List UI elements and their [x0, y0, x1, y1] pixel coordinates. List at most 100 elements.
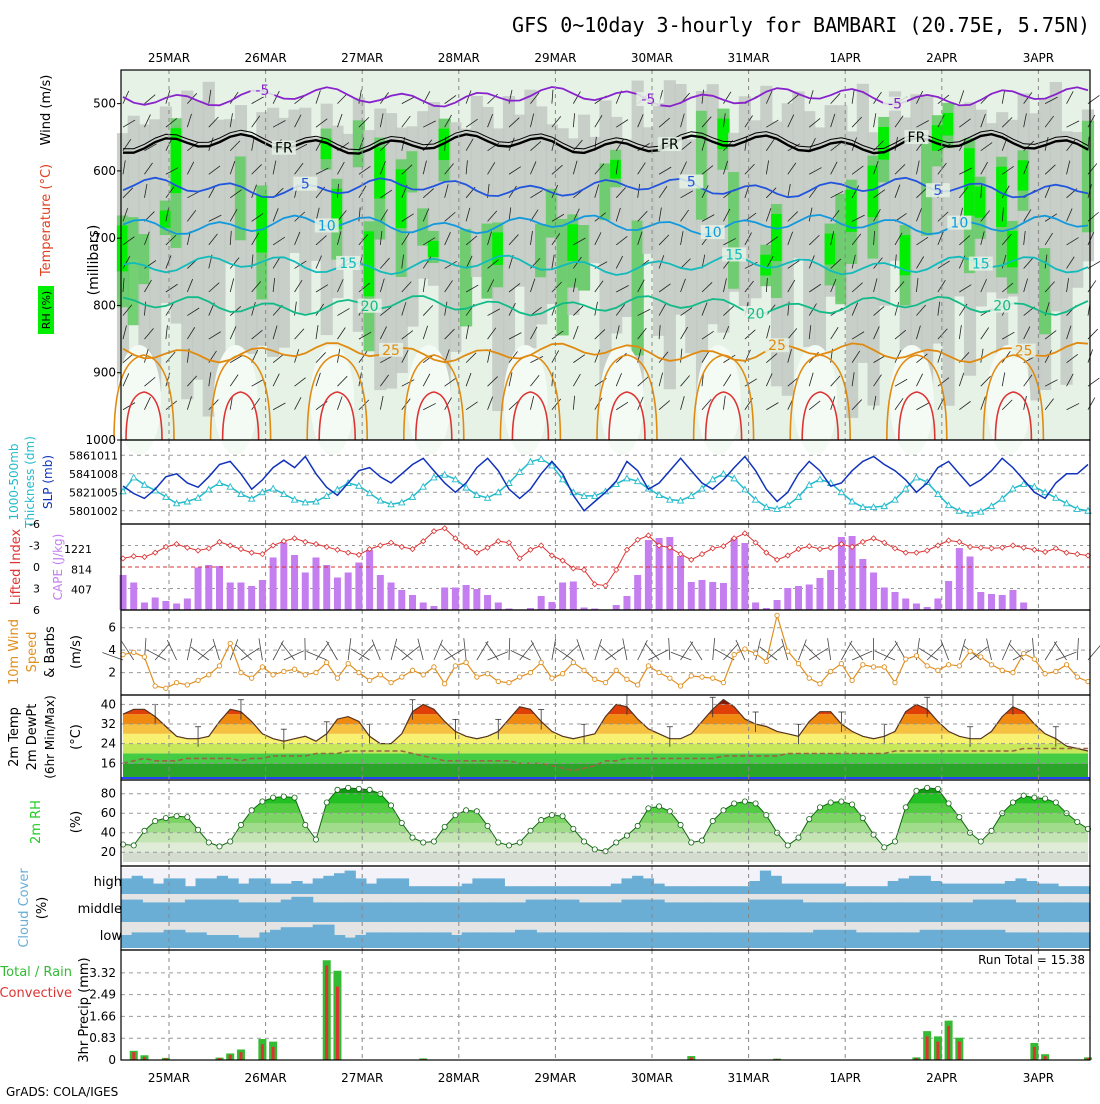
wind10-marker — [357, 670, 361, 674]
wind10-marker — [796, 661, 800, 665]
rh-gray-column — [857, 84, 869, 363]
cloud-bar — [409, 886, 420, 894]
cloud-bar — [366, 884, 377, 894]
cloud-bar — [547, 886, 558, 894]
wind-tick-label: 6 — [108, 621, 116, 635]
cloud-bar — [973, 884, 984, 894]
rh-high-column — [1018, 160, 1030, 190]
rh-tick-label: 20 — [101, 845, 116, 859]
temperature-legend-label: Temperature (°C) — [39, 164, 54, 277]
pressure-tick-label: 800 — [93, 298, 116, 312]
precip-convective-bar — [336, 987, 339, 1061]
cloud-bar — [866, 886, 877, 894]
cape-tick-label: 1221 — [64, 543, 92, 556]
cape-bar — [656, 538, 663, 610]
rh2m-marker — [807, 816, 812, 821]
cloud-bar — [760, 932, 771, 948]
date-label-bottom: 26MAR — [245, 1071, 287, 1085]
cloud-bar — [515, 886, 526, 894]
cape-bar — [870, 573, 877, 611]
rh2m-marker — [431, 839, 436, 844]
cloud-bar — [781, 884, 792, 894]
cloud-bar — [291, 897, 302, 922]
lifted-index-label: Lifted Index — [9, 528, 24, 605]
cloud-bar — [813, 884, 824, 894]
cloud-bar — [281, 927, 292, 948]
wind10-marker — [164, 686, 168, 690]
cloud-bar — [409, 902, 420, 922]
cloud-bar — [558, 900, 569, 922]
date-label-top: 31MAR — [728, 51, 770, 65]
cloud-bar — [334, 935, 345, 948]
cloud-bar — [866, 902, 877, 922]
cloud-bar — [249, 938, 260, 948]
cloud-bar — [472, 878, 483, 894]
cloud-bar — [920, 930, 931, 948]
rh-gray-column — [246, 137, 258, 354]
cloud-bar — [621, 932, 632, 948]
wind10-marker — [989, 663, 993, 667]
cloud-bar — [142, 902, 153, 922]
cloud-bar — [1069, 902, 1080, 922]
rh2m-marker — [1043, 796, 1048, 801]
cloud-bar — [717, 902, 728, 922]
cloud-bar — [547, 932, 558, 948]
pressure-tick-label: 1000 — [85, 433, 116, 447]
rh2m-marker — [271, 795, 276, 800]
contour-label: 15 — [725, 247, 743, 263]
cloud-bar — [962, 930, 973, 948]
cape-bar — [484, 595, 491, 610]
cape-bar — [248, 586, 255, 610]
cloud-bar — [462, 884, 473, 894]
cloud-bar — [1047, 932, 1058, 948]
cape-bar — [902, 599, 909, 611]
thickness-label-2: Thickness (dm) — [23, 436, 37, 529]
cape-bar — [1009, 590, 1016, 610]
contour-label: FR — [275, 141, 293, 157]
cloud-bar — [472, 902, 483, 922]
cloud-bar — [920, 902, 931, 922]
cloud-bar — [217, 876, 228, 894]
cloud-bar — [834, 902, 845, 922]
date-label-top: 27MAR — [341, 51, 383, 65]
cloud-bar — [377, 932, 388, 948]
cloud-bar — [1005, 900, 1016, 922]
wind10-marker — [882, 665, 886, 669]
cape-bar — [913, 604, 920, 611]
contour-label: -5 — [255, 83, 269, 99]
cloud-bar — [419, 902, 430, 922]
precip-convective-bar — [1033, 1047, 1036, 1060]
wind10-marker — [335, 676, 339, 680]
cloud-bar — [941, 884, 952, 894]
wind10-marker — [249, 676, 253, 680]
thickness-tick-label: 584 — [69, 468, 90, 481]
wind10-marker — [518, 675, 522, 679]
cape-bar — [227, 583, 234, 611]
contour-label: -5 — [888, 97, 902, 113]
cloud-bar — [994, 884, 1005, 894]
wind10-marker — [657, 670, 661, 674]
wind10-marker — [571, 660, 575, 664]
cloud-bar — [185, 886, 196, 894]
wind10-marker — [196, 678, 200, 682]
cape-bar — [291, 555, 298, 610]
rh-mid-column — [599, 163, 611, 220]
cloud-bar — [1058, 886, 1069, 894]
cloud-bar — [227, 935, 238, 948]
wind10-marker — [153, 684, 157, 688]
cloud-bar — [675, 932, 686, 948]
cloud-bar — [898, 902, 909, 922]
cloud-level-label: low — [100, 929, 123, 944]
rh2m-marker — [367, 787, 372, 792]
contour-label: 25 — [1015, 344, 1033, 360]
wind10-marker — [475, 675, 479, 679]
cloud-bar — [643, 900, 654, 922]
rh-tick-label: 60 — [101, 806, 116, 820]
wind10-marker — [582, 668, 586, 672]
wind10-marker — [678, 684, 682, 688]
contour-label: 5 — [933, 183, 942, 199]
rh2m-marker — [410, 835, 415, 840]
contour-label: 10 — [704, 225, 722, 241]
rh-high-column — [374, 148, 386, 199]
